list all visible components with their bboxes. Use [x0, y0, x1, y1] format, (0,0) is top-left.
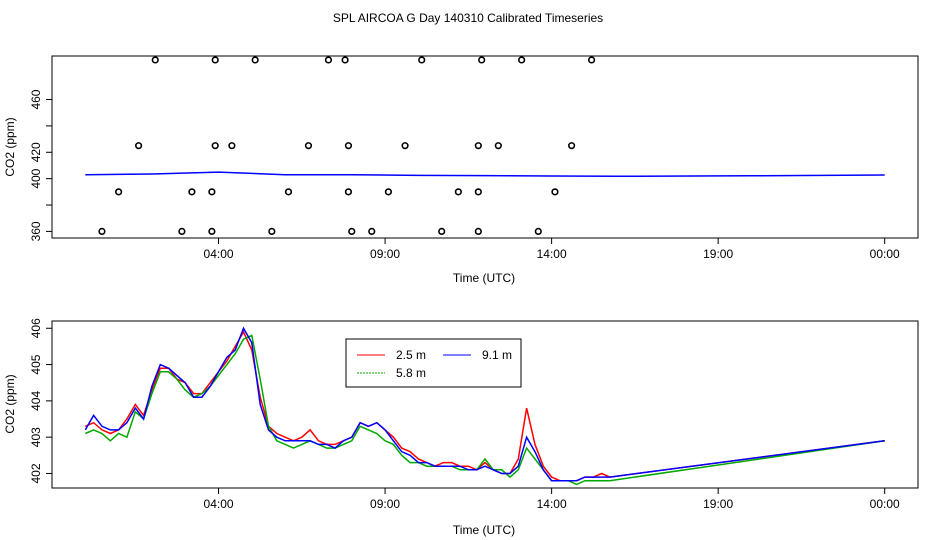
x-tick-label: 09:00 [370, 497, 400, 511]
y-tick-label: 400 [29, 168, 43, 188]
x-tick-label: 19:00 [703, 247, 733, 261]
data-point [518, 56, 526, 64]
data-point [474, 227, 482, 236]
data-point [474, 188, 482, 196]
data-point [341, 56, 349, 64]
data-point [454, 188, 462, 196]
data-point [135, 142, 143, 150]
top-panel: Time (UTC) CO2 (ppm) 04:00 09:00 14:00 19:0… [3, 55, 919, 285]
legend: 2.5 m 9.1 m 5.8 m [345, 338, 522, 388]
bottom-ylabel: CO2 (ppm) [3, 374, 17, 433]
x-tick-label: 14:00 [537, 497, 567, 511]
series-line-9-1-m [85, 171, 885, 178]
y-tick-label: 404 [29, 391, 43, 411]
y-tick-label: 420 [29, 142, 43, 162]
data-point [228, 142, 236, 150]
data-point [211, 142, 219, 150]
data-point [567, 142, 576, 150]
top-plot-frame [51, 55, 919, 239]
data-point [474, 142, 482, 150]
data-point [151, 56, 159, 64]
legend-label-2-5m: 2.5 m [396, 348, 426, 362]
x-tick-label: 14:00 [537, 247, 567, 261]
top-ylabel: CO2 (ppm) [3, 117, 17, 176]
bottom-plot-frame [51, 320, 919, 489]
data-point [211, 56, 219, 64]
y-tick-label: 406 [29, 318, 43, 338]
data-point [284, 188, 293, 196]
data-point [494, 142, 502, 150]
data-point [384, 188, 393, 196]
data-point [324, 56, 333, 64]
legend-label-9-1m: 9.1 m [482, 348, 512, 362]
data-point [368, 227, 376, 236]
legend-label-5-8m: 5.8 m [396, 366, 426, 380]
data-point [344, 188, 353, 196]
y-tick-label: 360 [29, 221, 43, 241]
y-tick-label: 460 [29, 89, 43, 109]
bottom-xlabel: Time (UTC) [453, 523, 515, 537]
legend-box [345, 338, 522, 388]
data-point [178, 227, 186, 236]
data-point [438, 227, 446, 236]
data-point [551, 188, 559, 196]
y-tick-label: 402 [29, 463, 43, 483]
chart-title: SPL AIRCOA G Day 140310 Calibrated Times… [333, 11, 603, 25]
y-tick-label: 405 [29, 354, 43, 374]
series-line-5-8-m [85, 334, 885, 486]
x-tick-label: 19:00 [703, 497, 733, 511]
data-point [251, 56, 259, 64]
data-point [401, 142, 409, 150]
x-tick-label: 00:00 [870, 497, 900, 511]
data-point [268, 227, 276, 236]
data-point [344, 142, 353, 150]
data-point [115, 188, 123, 196]
data-point [304, 142, 313, 150]
data-point [534, 227, 542, 236]
bottom-panel: Time (UTC) CO2 (ppm) 04:00 09:00 14:00 19:0… [3, 318, 919, 537]
series-line-9-1-m [84, 326, 885, 482]
top-xlabel: Time (UTC) [453, 271, 515, 285]
y-tick-label: 403 [29, 427, 43, 447]
data-point [208, 188, 216, 196]
x-tick-label: 00:00 [870, 247, 900, 261]
data-point [348, 227, 356, 236]
data-point [98, 227, 106, 236]
data-point [478, 56, 486, 64]
x-tick-label: 09:00 [370, 247, 400, 261]
data-point [587, 56, 596, 64]
data-point [418, 56, 426, 64]
x-tick-label: 04:00 [204, 497, 234, 511]
data-point [188, 188, 196, 196]
data-point [208, 227, 216, 236]
x-tick-label: 04:00 [204, 247, 234, 261]
